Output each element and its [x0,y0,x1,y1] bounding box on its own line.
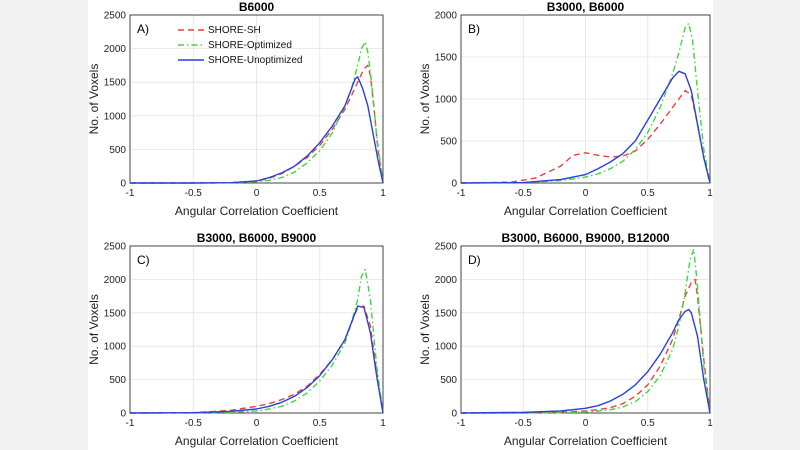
x-axis-label: Angular Correlation Coefficient [175,434,339,448]
x-tick-label: 0 [254,188,260,199]
series-line-shore-sh [129,305,384,414]
plot-border [460,14,711,184]
x-tick-label: 1 [380,418,386,429]
plot-border [460,245,711,414]
y-tick-label: 2000 [104,275,127,286]
x-tick-label: -0.5 [515,188,533,199]
y-tick-label: 2500 [104,11,127,22]
x-tick-label: 0.5 [313,188,327,199]
y-tick-label: 2000 [104,44,127,55]
y-tick-label: 500 [109,145,126,156]
y-tick-label: 0 [451,409,457,420]
chart-title: B6000 [239,0,275,14]
y-axis-label: No. of Voxels [88,64,101,135]
x-tick-label: 1 [707,188,713,199]
x-tick-label: 0 [583,188,589,199]
legend-entry: SHORE-Unoptimized [208,55,302,66]
chart-grid: -1 -0.5 0 0.5 105001000150020002500B6000A)An… [88,0,713,448]
y-tick-label: 1000 [104,342,127,353]
chart-panel-2: -1 -0.5 0 0.5 1 0 500 1000 1500 2000 B3000, B6000 B… [418,0,713,218]
y-tick-label: 500 [109,375,126,386]
y-tick-label: 2500 [435,242,458,253]
series-line-shore-optimized [130,268,384,414]
chart-panel-1: -1 -0.5 0 0.5 1 0 500 1000 1500 2000 2500 B6000 A) An… [88,0,386,218]
chart-title: B3000, B6000, B9000 [197,231,317,245]
series-line-shore-sh [461,278,711,414]
legend-entry: SHORE-SH [208,25,261,36]
x-tick-label: 0.5 [641,188,655,199]
series-line-shore-sh [460,89,711,184]
y-tick-label: 500 [440,375,457,386]
chart-title: B3000, B6000, B9000, B12000 [501,231,669,245]
y-tick-label: 0 [120,179,126,190]
panel-label: D) [468,253,481,267]
plot-border [129,245,384,414]
x-axis-label: Angular Correlation Coefficient [504,434,668,448]
y-tick-label: 2000 [435,275,458,286]
y-tick-label: 1000 [435,342,458,353]
x-tick-label: -0.5 [185,188,203,199]
y-tick-label: 1500 [435,53,458,64]
plot-border [129,14,384,184]
x-tick-label: 1 [707,418,713,429]
y-tick-label: 500 [440,137,457,148]
y-tick-label: 1000 [104,111,127,122]
panel-label: B) [468,22,480,36]
y-tick-label: 1500 [104,78,127,89]
x-tick-label: -0.5 [185,418,203,429]
chart-title: B3000, B6000 [547,0,625,14]
series-line-shore-optimized [460,22,711,184]
x-tick-label: 0.5 [313,418,327,429]
chart-panel-3: -1 -0.5 0 0.5 1 0 500 1000 1500 2000 2500 B3000, B6… [88,231,386,448]
x-tick-label: 0 [254,418,260,429]
y-tick-label: 1500 [435,308,458,319]
legend-entry: SHORE-Optimized [208,40,292,51]
x-tick-label: -1 [457,418,466,429]
panel-label: A) [137,22,149,36]
chart-panel-4: -1 -0.5 0 0.5 1 0 500 1000 1500 2000 2500 B3000, B6… [418,231,713,448]
series-line-shore-unoptimized [460,70,711,184]
series-line-shore-unoptimized [130,76,384,184]
y-axis-label: No. of Voxels [88,294,101,365]
y-tick-label: 0 [120,409,126,420]
y-tick-label: 1000 [435,95,458,106]
x-tick-label: 1 [380,188,386,199]
x-tick-label: -1 [457,188,466,199]
y-tick-label: 2500 [104,242,127,253]
y-axis-label: No. of Voxels [418,294,432,365]
series-line-shore-unoptimized [460,308,711,414]
x-axis-label: Angular Correlation Coefficient [504,204,668,218]
figure: -1 -0.5 0 0.5 1 0 500 1000 1500 2000 2500 B6000 A) An… [88,0,713,450]
y-tick-label: 1500 [104,308,127,319]
x-tick-label: 0.5 [641,418,655,429]
x-tick-label: -1 [126,188,135,199]
panel-label: C) [137,253,150,267]
x-axis-label: Angular Correlation Coefficient [175,204,339,218]
x-tick-label: -0.5 [515,418,533,429]
y-tick-label: 2000 [435,11,458,22]
series-line-shore-unoptimized [129,305,384,414]
x-tick-label: 0 [583,418,589,429]
x-tick-label: -1 [126,418,135,429]
y-axis-label: No. of Voxels [418,64,432,135]
y-tick-label: 0 [451,179,457,190]
